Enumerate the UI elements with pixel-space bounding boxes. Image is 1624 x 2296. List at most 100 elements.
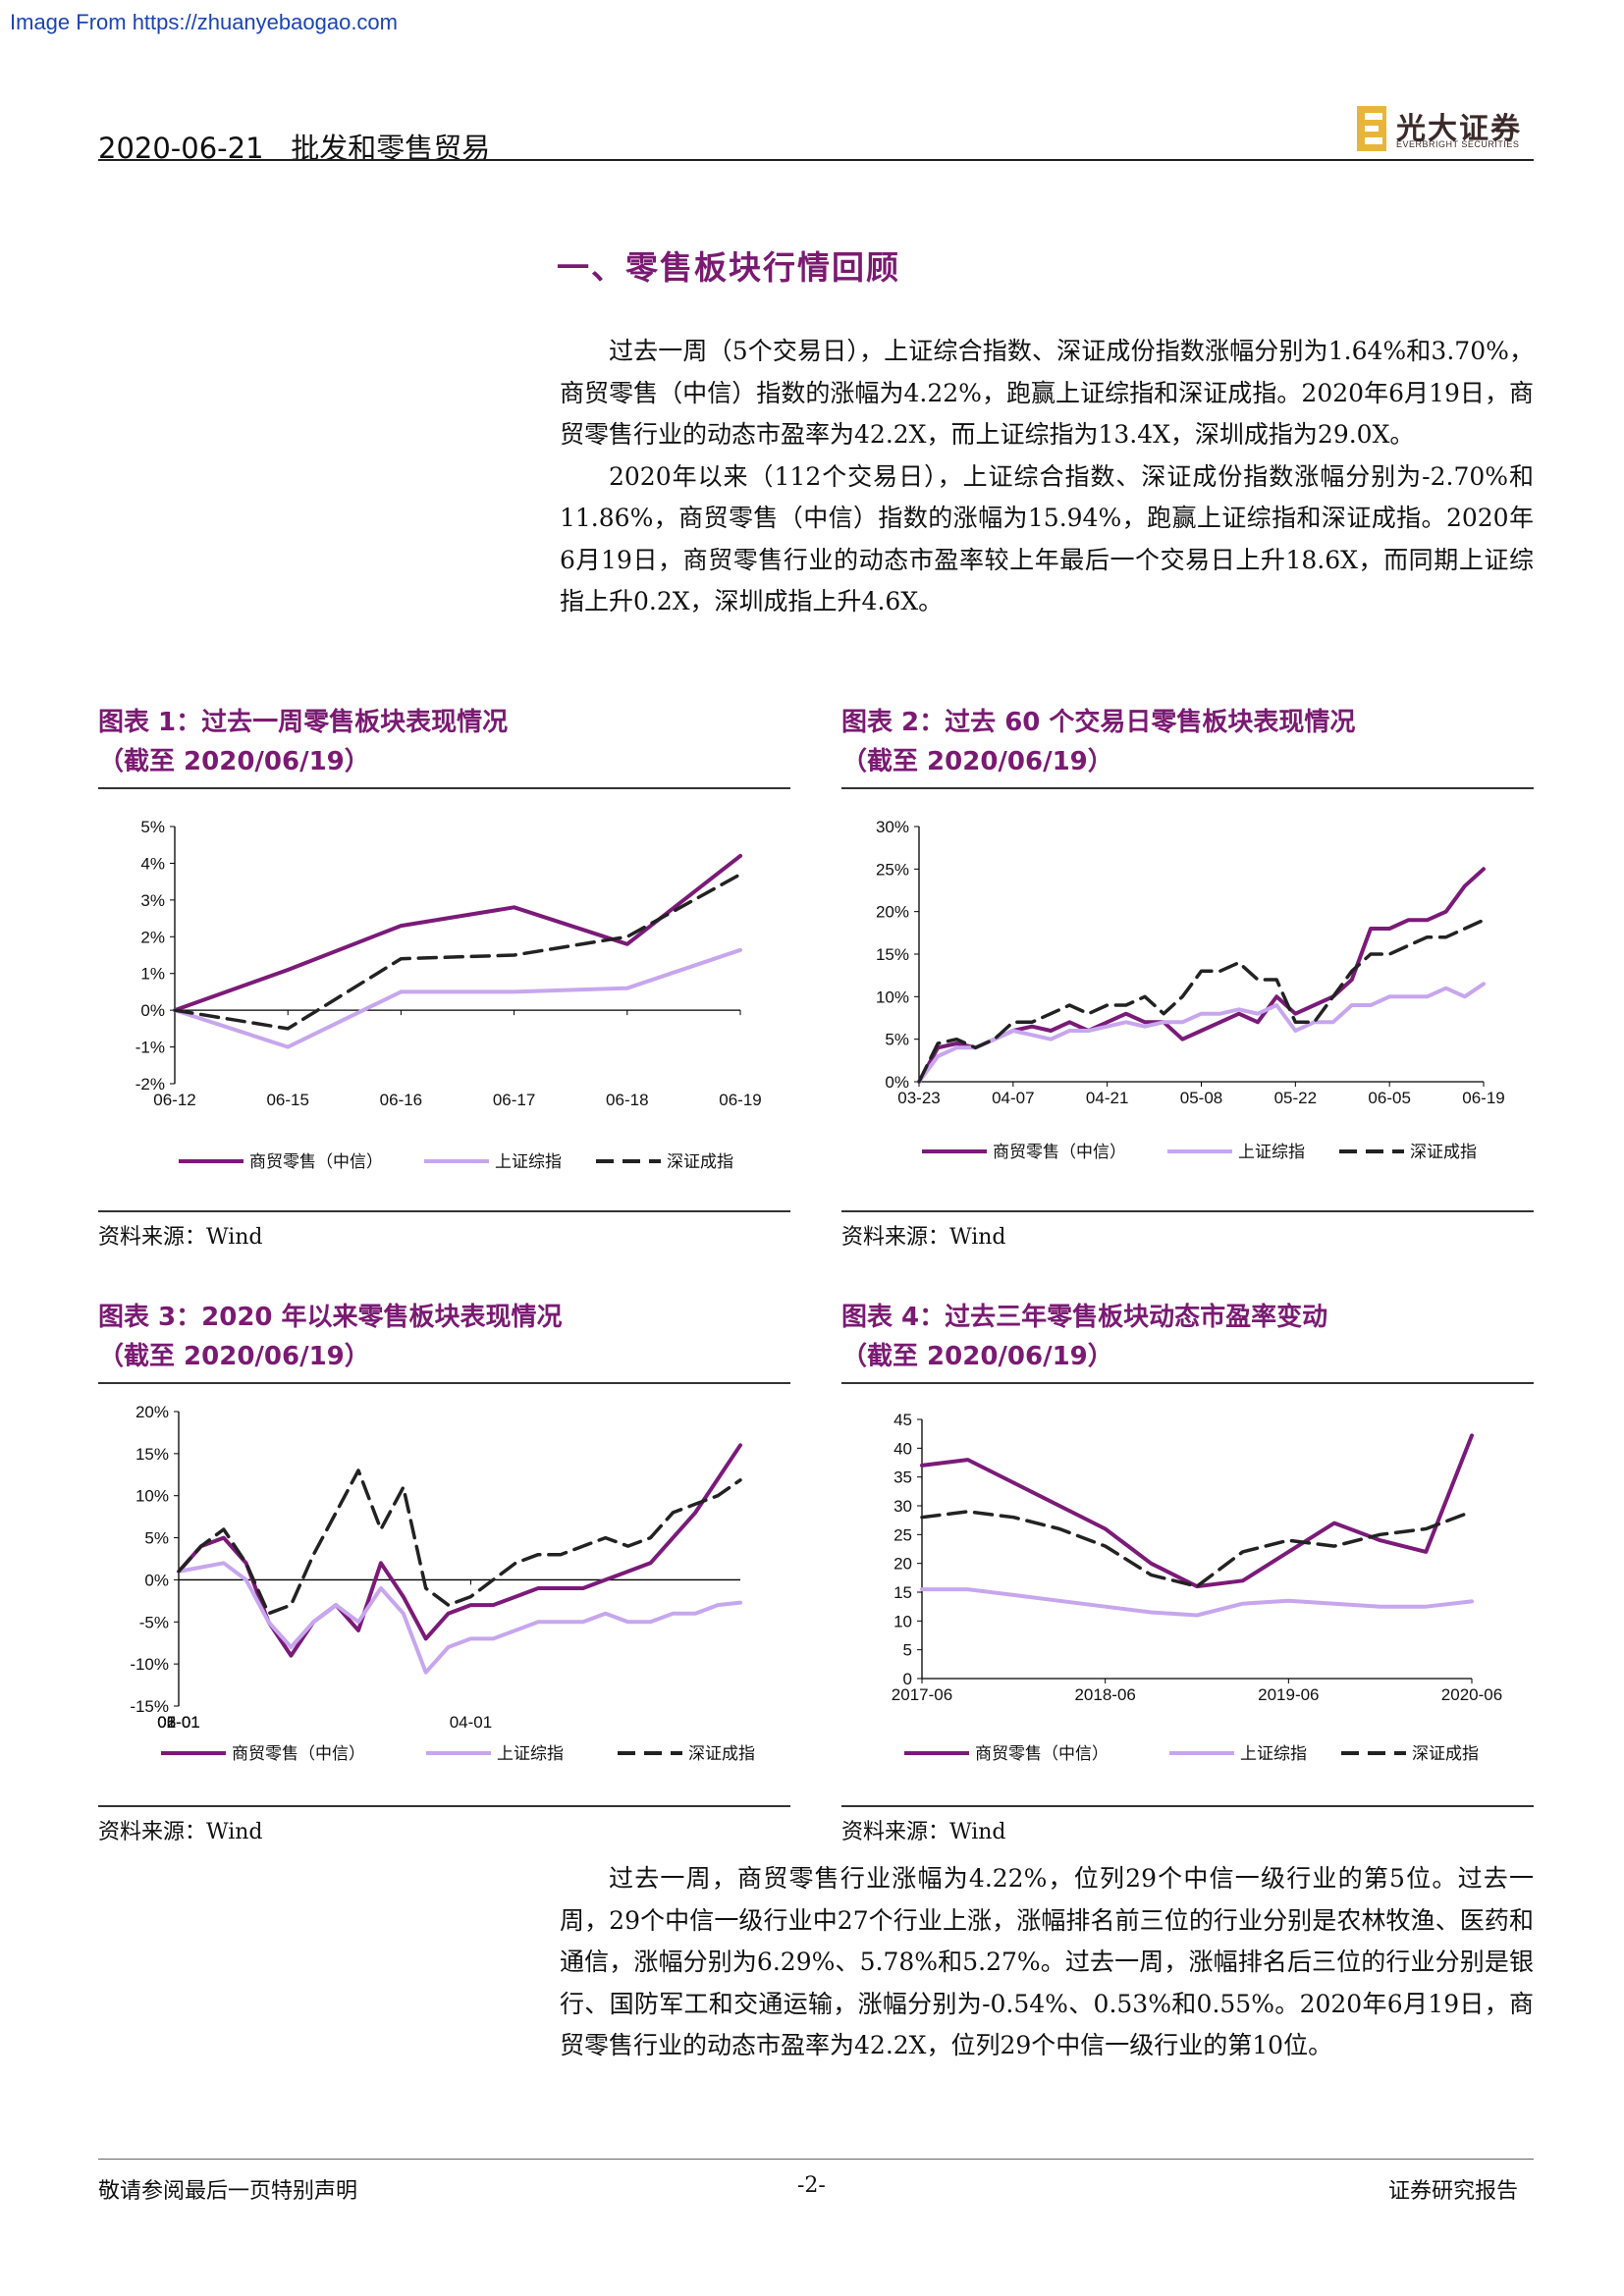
series-line-retail: [920, 1433, 1474, 1589]
intro-text: 过去一周（5个交易日），上证综合指数、深证成份指数涨幅分别为1.64%和3.70…: [560, 331, 1534, 623]
figure-3-top-rule: [98, 1382, 790, 1384]
figure-1-title-main: 图表 1：过去一周零售板块表现情况: [98, 708, 509, 737]
y-tick-label: 45: [893, 1411, 912, 1429]
legend-label-retail: 商贸零售（中信）: [249, 1152, 383, 1171]
figure-4-title-date: （截至 2020/06/19）: [841, 1342, 1113, 1371]
figure-3-title: 图表 3：2020 年以来零售板块表现情况 （截至 2020/06/19）: [98, 1298, 790, 1376]
logo-cn-text: 光大证券: [1396, 112, 1522, 146]
figure-4-source: 资料来源：Wind: [841, 1820, 1006, 1844]
y-tick-label: 25%: [876, 860, 909, 879]
x-tick-label: 05-01: [157, 1713, 199, 1732]
figure-4-title: 图表 4：过去三年零售板块动态市盈率变动 （截至 2020/06/19）: [841, 1298, 1534, 1376]
series-line-retail: [917, 867, 1486, 1084]
paragraph-ytd: 2020年以来（112个交易日），上证综合指数、深证成份指数涨幅分别为-2.70…: [560, 461, 1534, 616]
y-tick-label: 35: [893, 1468, 912, 1487]
figure-1-chart: -2% -1% 0% 1% 2% 3% 4% 5% 06-12 06-15 06-16 06-17 06…: [135, 818, 762, 1171]
y-tick-label: 0: [903, 1670, 912, 1688]
legend-label-sz: 深证成指: [1410, 1143, 1477, 1161]
y-tick-label: 20%: [135, 1403, 169, 1421]
x-tick-label: 06-05: [1368, 1089, 1410, 1107]
series-line-sz: [177, 1468, 742, 1616]
x-tick-label: 06-18: [606, 1091, 648, 1109]
y-tick-label: 5%: [144, 1529, 169, 1548]
x-tick-label: 05-22: [1274, 1089, 1317, 1107]
x-tick-label: 2018-06: [1074, 1685, 1135, 1704]
series-line-sh: [177, 1561, 742, 1675]
figure-4-chart: 0 5 10 15 20 25 30 35 40 45 2017-06 2018-06 2019-06 2…: [892, 1411, 1502, 1763]
figure-4-title-main: 图表 4：过去三年零售板块动态市盈率变动: [841, 1303, 1328, 1332]
legend-label-sh: 上证综指: [1240, 1744, 1307, 1763]
figure-3-bottom-rule: [98, 1805, 790, 1807]
logo-e-icon: [1357, 106, 1386, 151]
x-tick-label: 04-21: [1086, 1089, 1128, 1107]
y-tick-label: 4%: [140, 854, 165, 873]
series-line-sz: [920, 1510, 1474, 1588]
y-tick-label: 10: [893, 1612, 912, 1630]
y-tick-label: 5: [903, 1641, 912, 1660]
figure-4-bottom-rule: [841, 1805, 1534, 1807]
paragraph-weekly: 过去一周（5个交易日），上证综合指数、深证成份指数涨幅分别为1.64%和3.70…: [560, 337, 1534, 449]
x-tick-label: 06-19: [719, 1091, 761, 1109]
series-line-retail: [177, 1443, 742, 1658]
y-tick-label: 10%: [876, 988, 909, 1006]
y-tick-label: 0%: [144, 1571, 169, 1589]
series-line-sz: [917, 918, 1486, 1084]
x-tick-label: 06-01: [157, 1713, 199, 1732]
y-tick-label: 25: [893, 1525, 912, 1544]
footer-disclaimer: 敬请参阅最后一页特别声明: [98, 2179, 358, 2204]
y-tick-label: 30: [893, 1497, 912, 1516]
figure-2-title-date: （截至 2020/06/19）: [841, 747, 1113, 776]
series-line-sz: [173, 872, 742, 1031]
figure-2-title-main: 图表 2：过去 60 个交易日零售板块表现情况: [841, 708, 1356, 737]
legend-label-retail: 商贸零售（中信）: [993, 1143, 1126, 1161]
figure-2-bottom-rule: [841, 1210, 1534, 1212]
figure-1-top-rule: [98, 787, 790, 789]
legend-label-sh: 上证综指: [1238, 1143, 1305, 1161]
company-logo: 光大证券 EVERBRIGHT SECURITIES: [1357, 102, 1534, 155]
legend-label-sh: 上证综指: [495, 1152, 562, 1171]
x-tick-label: 05-08: [1180, 1089, 1222, 1107]
figure-3-source: 资料来源：Wind: [98, 1820, 263, 1844]
y-tick-label: -1%: [135, 1039, 165, 1057]
y-tick-label: 15%: [135, 1445, 169, 1464]
logo-en-text: EVERBRIGHT SECURITIES: [1396, 139, 1520, 149]
x-tick-label: 01-01: [157, 1713, 199, 1732]
x-tick-label: 02-01: [157, 1713, 199, 1732]
y-tick-label: 10%: [135, 1487, 169, 1506]
y-tick-label: 5%: [140, 818, 165, 836]
header-rule: [98, 159, 1534, 161]
y-tick-label: 30%: [876, 818, 909, 836]
industry-ranking-text: 过去一周，商贸零售行业涨幅为4.22%，位列29个中信一级行业的第5位。过去一周…: [560, 1858, 1534, 2067]
figure-1-title: 图表 1：过去一周零售板块表现情况 （截至 2020/06/19）: [98, 703, 790, 781]
figure-2-source: 资料来源：Wind: [841, 1225, 1006, 1250]
y-tick-label: 3%: [140, 891, 165, 910]
figure-3-title-date: （截至 2020/06/19）: [98, 1342, 370, 1371]
x-tick-label: 03-01: [157, 1713, 199, 1732]
x-tick-label: 2019-06: [1258, 1685, 1319, 1704]
y-tick-label: 1%: [140, 965, 165, 984]
legend-label-retail: 商贸零售（中信）: [232, 1744, 365, 1763]
figure-2-title: 图表 2：过去 60 个交易日零售板块表现情况 （截至 2020/06/19）: [841, 703, 1534, 781]
figure-2-chart: 0% 5% 10% 15% 20% 25% 30% 03-23 04-07 04-21 05-08 0…: [876, 818, 1505, 1161]
x-tick-label: 04-07: [992, 1089, 1034, 1107]
figure-3-title-main: 图表 3：2020 年以来零售板块表现情况: [98, 1303, 563, 1332]
x-tick-label: 06-15: [266, 1091, 308, 1109]
paragraph-ranking: 过去一周，商贸零售行业涨幅为4.22%，位列29个中信一级行业的第5位。过去一周…: [560, 1864, 1534, 2059]
legend-label-sh: 上证综指: [497, 1744, 564, 1763]
legend-label-sz: 深证成指: [667, 1152, 733, 1171]
figure-4-top-rule: [841, 1382, 1534, 1384]
x-tick-label: 06-12: [153, 1091, 195, 1109]
y-tick-label: -10%: [130, 1655, 169, 1674]
y-tick-label: 20: [893, 1555, 912, 1574]
x-tick-label: 06-17: [493, 1091, 535, 1109]
series-line-sh: [917, 982, 1486, 1084]
series-line-retail: [173, 853, 742, 1013]
watermark-text: Image From https://zhuanyebaogao.com: [10, 10, 398, 34]
x-tick-label: 03-23: [897, 1089, 940, 1107]
x-tick-label: 04-01: [450, 1713, 492, 1732]
footer-page-number: -2-: [797, 2173, 826, 2198]
series-line-sh: [920, 1587, 1474, 1618]
y-tick-label: -2%: [135, 1075, 165, 1094]
x-tick-label: 06-16: [380, 1091, 422, 1109]
